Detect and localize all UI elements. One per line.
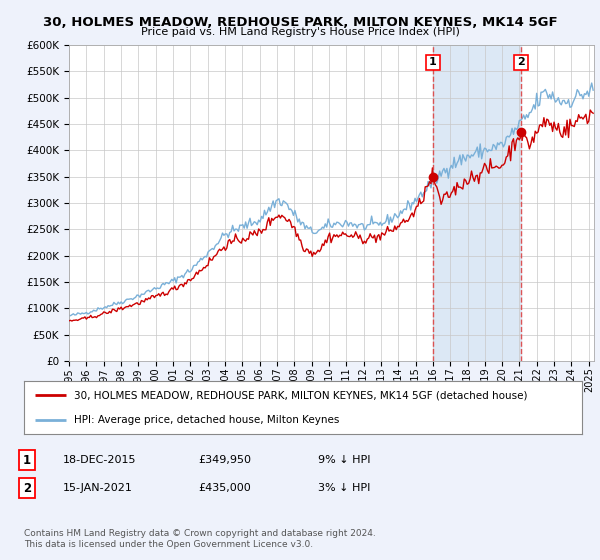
Text: 1: 1 bbox=[429, 58, 437, 67]
Text: 18-DEC-2015: 18-DEC-2015 bbox=[63, 455, 137, 465]
Text: 30, HOLMES MEADOW, REDHOUSE PARK, MILTON KEYNES, MK14 5GF (detached house): 30, HOLMES MEADOW, REDHOUSE PARK, MILTON… bbox=[74, 390, 528, 400]
Text: HPI: Average price, detached house, Milton Keynes: HPI: Average price, detached house, Milt… bbox=[74, 414, 340, 424]
Text: 9% ↓ HPI: 9% ↓ HPI bbox=[318, 455, 371, 465]
Text: 2: 2 bbox=[23, 482, 31, 495]
Bar bbox=[433, 45, 521, 361]
Text: Price paid vs. HM Land Registry's House Price Index (HPI): Price paid vs. HM Land Registry's House … bbox=[140, 27, 460, 37]
Text: 2: 2 bbox=[517, 58, 525, 67]
Text: £435,000: £435,000 bbox=[198, 483, 251, 493]
Text: 30, HOLMES MEADOW, REDHOUSE PARK, MILTON KEYNES, MK14 5GF: 30, HOLMES MEADOW, REDHOUSE PARK, MILTON… bbox=[43, 16, 557, 29]
Text: 1: 1 bbox=[23, 454, 31, 467]
Text: £349,950: £349,950 bbox=[198, 455, 251, 465]
Text: 3% ↓ HPI: 3% ↓ HPI bbox=[318, 483, 370, 493]
Text: Contains HM Land Registry data © Crown copyright and database right 2024.
This d: Contains HM Land Registry data © Crown c… bbox=[24, 529, 376, 549]
Text: 15-JAN-2021: 15-JAN-2021 bbox=[63, 483, 133, 493]
